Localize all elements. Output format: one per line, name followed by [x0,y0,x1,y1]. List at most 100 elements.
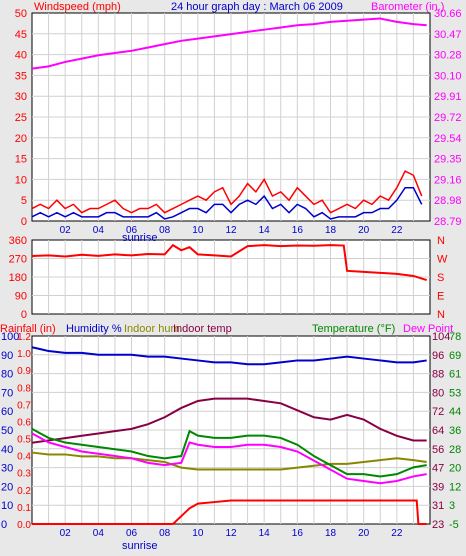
windspeed-axis-label: Windspeed (mph) [34,1,121,13]
windspeed-tick-label: 5 [21,195,27,207]
x-tick-label: 08 [159,528,171,539]
humidity-tick-label: 90 [1,350,13,362]
rainfall-axis-label: Rainfall (in) [0,323,56,335]
barometer-tick-label: 29.91 [434,91,462,103]
indoor-temp-tick-label: 104 [432,331,450,343]
x-tick-label: 08 [159,225,171,236]
indoor-temp-axis-label: Indoor temp [173,323,232,335]
windspeed-tick-label: 45 [15,29,27,41]
indoor-temp-tick-label: 56 [432,444,444,456]
x-tick-label: 04 [93,225,105,236]
windspeed-tick-label: 40 [15,50,27,62]
x-tick-label: 18 [325,225,337,236]
rain-tick-label: 0.6 [17,417,31,428]
humidity-tick-label: 0 [1,519,7,531]
temperature-tick-label: 36 [449,425,461,437]
indoor-temp-tick-label: 72 [432,406,444,418]
direction-tick-label: 90 [15,291,27,303]
x-tick-label: 10 [192,225,204,236]
windspeed-tick-label: 35 [15,70,27,82]
temperature-tick-label: 3 [449,500,455,512]
barometer-tick-label: 30.47 [434,29,462,41]
x-tick-label: 18 [325,528,337,539]
humidity-tick-label: 60 [1,406,13,418]
series-line-rainfall-in- [32,499,427,525]
x-tick-label: 06 [126,528,138,539]
windspeed-tick-label: 20 [15,133,27,145]
chart-title: 24 hour graph day : March 06 2009 [171,1,343,13]
temperature-tick-label: 78 [449,331,461,343]
rain-tick-label: 0.2 [17,486,31,497]
x-tick-label: 12 [225,528,237,539]
x-tick-label: 04 [93,528,105,539]
indoor-temp-tick-label: 47 [432,463,444,475]
direction-tick-label: 180 [9,272,27,284]
x-tick-label: 20 [358,225,370,236]
rain-tick-label: 0.8 [17,383,31,394]
rain-tick-label: 0.3 [17,469,31,480]
barometer-tick-label: 29.54 [434,133,462,145]
rain-tick-label: 0.7 [17,400,31,411]
rain-tick-label: 0.1 [17,503,31,514]
series-line-dew-point [31,432,427,485]
temperature-tick-label: 69 [449,350,461,362]
series-line-windspeed [31,170,423,214]
compass-tick-label: E [437,291,444,303]
humidity-tick-label: 40 [1,444,13,456]
indoor-hum-axis-label: Indoor hum [124,323,180,335]
series-line-gust [31,186,423,220]
series-line-barometer [31,17,427,70]
temperature-tick-label: 12 [449,481,461,493]
temperature-tick-label: 28 [449,444,461,456]
series-line-indoor-hum [31,451,427,471]
sunrise-label-top: sunrise [122,232,157,244]
rain-tick-label: 0.4 [17,452,31,463]
series-line-humidity- [31,346,427,366]
x-tick-label: 02 [60,225,72,236]
windspeed-tick-label: 10 [15,174,27,186]
direction-tick-label: 0 [21,309,27,321]
windspeed-tick-label: 25 [15,112,27,124]
sunrise-label-bottom: sunrise [122,540,157,552]
compass-tick-label: N [437,309,445,321]
series-line-wind-direction [31,243,427,282]
x-tick-label: 20 [358,528,370,539]
windspeed-tick-label: 15 [15,154,27,166]
temperature-tick-label: 53 [449,387,461,399]
temperature-tick-label: -5 [449,519,459,531]
humidity-tick-label: 100 [1,331,19,343]
windspeed-tick-label: 0 [21,216,27,228]
rain-tick-label: 1.0 [17,349,31,360]
compass-tick-label: S [437,272,444,284]
x-tick-label: 22 [391,225,403,236]
humidity-tick-label: 70 [1,387,13,399]
temperature-tick-label: 44 [449,406,461,418]
temperature-axis-label: Temperature (°F) [312,323,395,335]
x-tick-label: 16 [292,528,304,539]
series-line-indoor-temp [31,397,427,444]
x-tick-label: 14 [259,528,271,539]
x-tick-label: 22 [391,528,403,539]
humidity-axis-label: Humidity % [66,323,122,335]
indoor-temp-tick-label: 23 [432,519,444,531]
humidity-tick-label: 50 [1,425,13,437]
x-tick-label: 12 [225,225,237,236]
indoor-temp-tick-label: 64 [432,425,444,437]
rain-tick-label: 0.0 [17,520,31,531]
rain-tick-label: 1.2 [17,332,31,343]
humidity-tick-label: 30 [1,463,13,475]
x-tick-label: 14 [259,225,271,236]
indoor-temp-tick-label: 31 [432,500,444,512]
dewpoint-axis-label: Dew Point [403,323,453,335]
x-tick-label: 16 [292,225,304,236]
barometer-tick-label: 29.72 [434,112,462,124]
windspeed-tick-label: 30 [15,91,27,103]
series-line-temperature-f- [31,427,427,478]
humidity-tick-label: 80 [1,369,13,381]
temperature-tick-label: 61 [449,369,461,381]
direction-tick-label: 360 [9,235,27,247]
barometer-tick-label: 28.98 [434,195,462,207]
indoor-temp-tick-label: 96 [432,350,444,362]
